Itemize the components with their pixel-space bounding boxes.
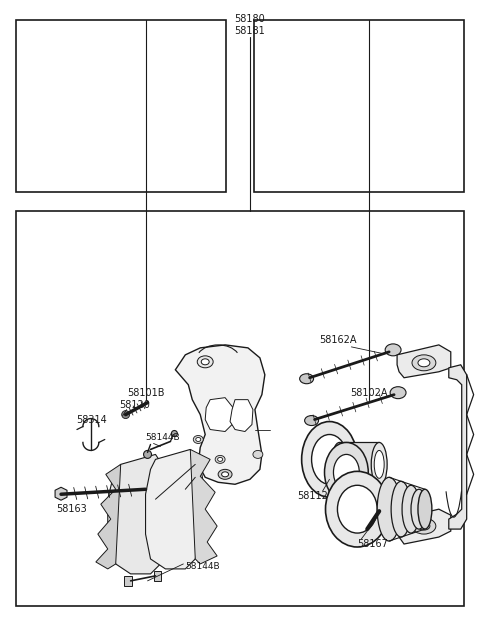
Text: 58181: 58181	[235, 26, 265, 36]
Ellipse shape	[385, 344, 401, 356]
Text: 58162A: 58162A	[320, 335, 357, 345]
Text: 58120: 58120	[119, 399, 150, 410]
Ellipse shape	[312, 435, 348, 484]
Ellipse shape	[197, 356, 213, 368]
Ellipse shape	[201, 359, 209, 365]
Bar	[124, 576, 132, 586]
Ellipse shape	[301, 422, 357, 497]
Polygon shape	[175, 345, 265, 484]
Bar	[254, 20, 464, 192]
Ellipse shape	[217, 458, 223, 461]
Ellipse shape	[374, 450, 384, 479]
Ellipse shape	[412, 355, 436, 371]
Ellipse shape	[377, 477, 401, 541]
Text: 58167: 58167	[357, 539, 388, 549]
Text: 58314: 58314	[76, 415, 107, 424]
Ellipse shape	[402, 485, 420, 533]
Polygon shape	[205, 397, 233, 431]
Polygon shape	[145, 449, 205, 569]
Ellipse shape	[147, 486, 154, 492]
Polygon shape	[397, 509, 451, 544]
Text: 58163: 58163	[56, 504, 87, 514]
Ellipse shape	[376, 508, 382, 514]
Ellipse shape	[144, 450, 152, 458]
Ellipse shape	[390, 387, 406, 399]
Ellipse shape	[196, 438, 201, 442]
Ellipse shape	[337, 485, 377, 533]
Ellipse shape	[418, 522, 430, 530]
Ellipse shape	[325, 472, 389, 547]
Ellipse shape	[215, 456, 225, 463]
Polygon shape	[230, 399, 253, 431]
Text: 58180: 58180	[235, 14, 265, 24]
Polygon shape	[449, 365, 467, 529]
Bar	[154, 571, 161, 581]
Ellipse shape	[188, 473, 202, 485]
Polygon shape	[190, 449, 217, 564]
Ellipse shape	[418, 359, 430, 367]
Ellipse shape	[324, 442, 368, 502]
Ellipse shape	[300, 374, 313, 384]
Ellipse shape	[411, 489, 427, 529]
Ellipse shape	[391, 481, 411, 537]
Ellipse shape	[418, 489, 432, 529]
Text: 58102A: 58102A	[350, 388, 388, 397]
Text: 58144B: 58144B	[145, 433, 180, 442]
Polygon shape	[108, 454, 170, 574]
Bar	[339, 442, 379, 486]
Ellipse shape	[371, 442, 387, 486]
Ellipse shape	[192, 476, 199, 482]
Ellipse shape	[222, 472, 228, 477]
Ellipse shape	[332, 442, 348, 486]
Ellipse shape	[253, 450, 263, 458]
Polygon shape	[96, 465, 120, 569]
Text: 58144B: 58144B	[185, 562, 220, 571]
Ellipse shape	[171, 431, 178, 436]
Ellipse shape	[218, 470, 232, 479]
Bar	[16, 20, 226, 192]
Polygon shape	[55, 488, 67, 500]
Ellipse shape	[305, 415, 319, 426]
Ellipse shape	[187, 456, 197, 463]
Ellipse shape	[144, 483, 156, 495]
Ellipse shape	[122, 411, 130, 419]
Text: 58112: 58112	[298, 491, 328, 501]
Ellipse shape	[193, 436, 203, 443]
Bar	[16, 212, 464, 606]
Text: 58101B: 58101B	[127, 388, 164, 397]
Polygon shape	[397, 345, 451, 378]
Ellipse shape	[412, 518, 436, 534]
Ellipse shape	[334, 454, 360, 490]
